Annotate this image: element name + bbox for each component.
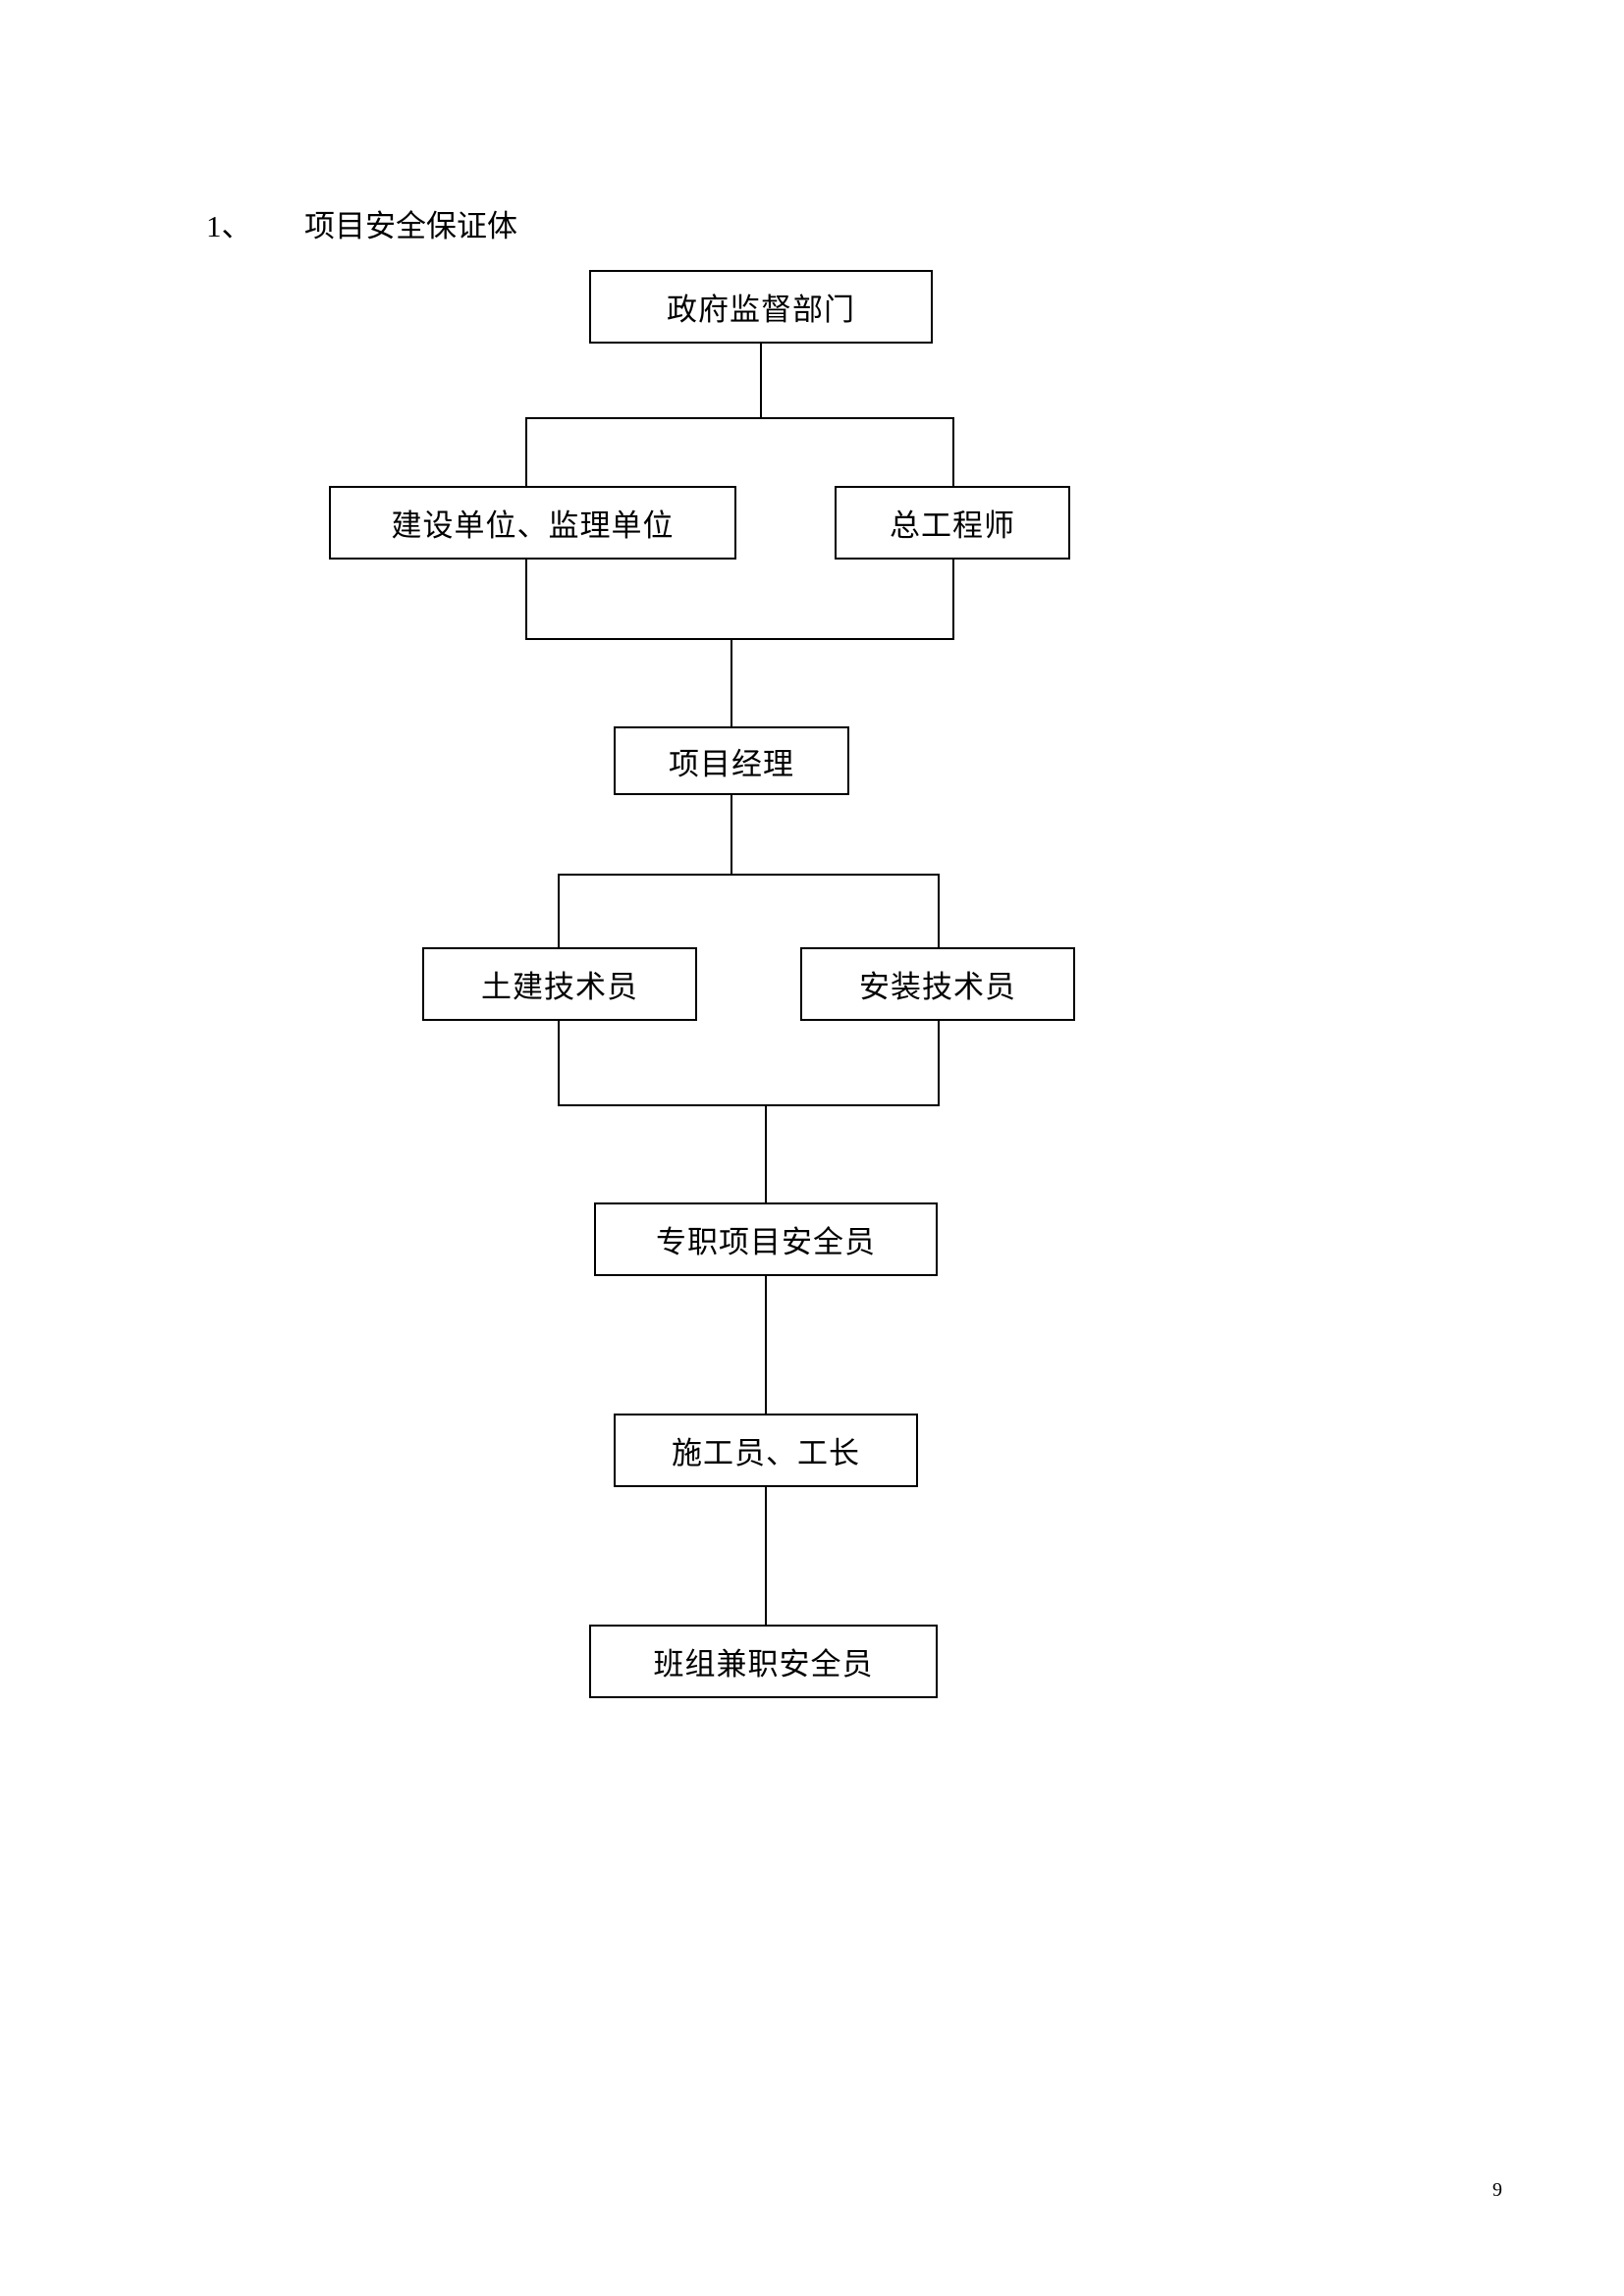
connector-line [938,874,940,947]
node-label: 总工程师 [890,501,1015,545]
connector-line [525,417,954,419]
node-safety-officer: 专职项目安全员 [594,1202,938,1276]
connector-line [558,874,940,876]
node-label: 专职项目安全员 [656,1217,876,1261]
connector-line [558,1021,560,1104]
node-label: 施工员、工长 [672,1428,860,1472]
heading-title: 项目安全保证体 [304,201,517,245]
connector-line [525,560,527,638]
connector-line [952,417,954,486]
node-chief-engineer: 总工程师 [835,486,1070,560]
connector-line [525,417,527,486]
node-label: 安装技术员 [859,962,1016,1006]
connector-line [525,638,954,640]
node-civil-technician: 土建技术员 [422,947,697,1021]
connector-line [731,795,732,874]
connector-line [765,1104,767,1202]
node-label: 建设单位、监理单位 [392,501,675,545]
node-team-safety-officer: 班组兼职安全员 [589,1625,938,1698]
node-label: 土建技术员 [481,962,638,1006]
connector-line [731,638,732,726]
node-label: 政府监督部门 [667,285,855,329]
page-number: 9 [1492,2179,1502,2202]
node-project-manager: 项目经理 [614,726,849,795]
heading-number: 1、 [206,201,252,245]
node-government-supervision: 政府监督部门 [589,270,933,344]
node-label: 班组兼职安全员 [654,1639,874,1683]
connector-line [938,1021,940,1104]
node-label: 项目经理 [669,739,794,783]
connector-line [558,1104,940,1106]
connector-line [760,344,762,417]
node-foreman: 施工员、工长 [614,1414,918,1487]
node-construction-supervision-unit: 建设单位、监理单位 [329,486,736,560]
connector-line [765,1487,767,1625]
connector-line [765,1276,767,1414]
node-install-technician: 安装技术员 [800,947,1075,1021]
connector-line [952,560,954,638]
connector-line [558,874,560,947]
